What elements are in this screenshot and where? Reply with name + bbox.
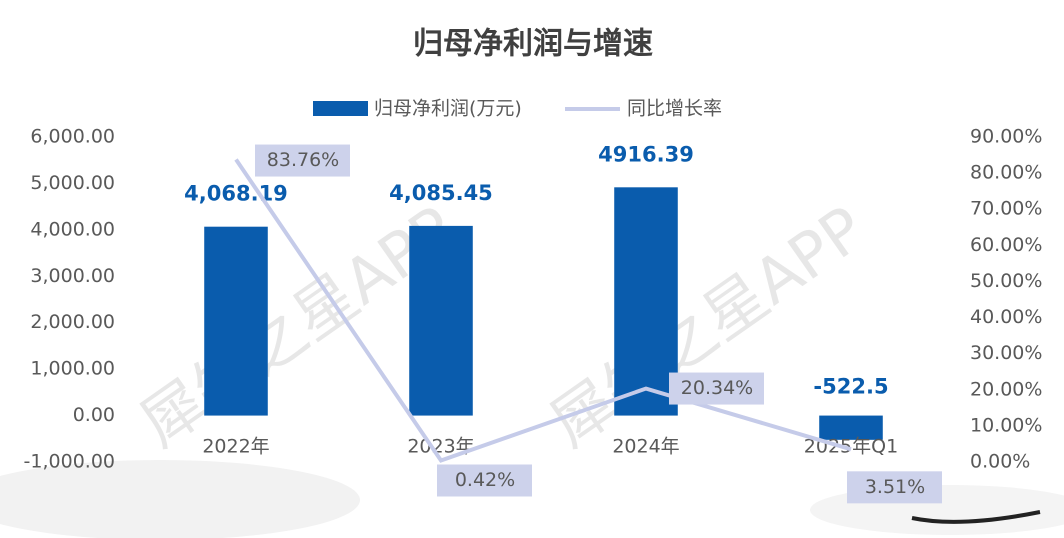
bar-value-label: 4,085.45: [389, 181, 493, 205]
x-tick-label: 2024年: [612, 436, 679, 458]
y-tick-label: 1,000.00: [30, 358, 115, 380]
y2-tick-label: 90.00%: [970, 126, 1042, 148]
bar: [204, 226, 268, 416]
y-tick-label: 5,000.00: [30, 172, 115, 194]
y-tick-label: 3,000.00: [30, 265, 115, 287]
y2-tick-label: 50.00%: [970, 270, 1042, 292]
y2-tick-label: 0.00%: [970, 451, 1030, 473]
y2-tick-label: 20.00%: [970, 378, 1042, 400]
bar-value-label: 4916.39: [598, 142, 694, 166]
y-tick-label: 0.00: [73, 404, 115, 426]
y2-tick-label: 80.00%: [970, 162, 1042, 184]
x-tick-label: 2022年: [202, 436, 269, 458]
line-value-label: 83.76%: [267, 149, 339, 171]
y2-tick-label: 70.00%: [970, 198, 1042, 220]
decor-boat: [911, 510, 1041, 524]
y-tick-label: -1,000.00: [24, 451, 115, 473]
y-tick-label: 4,000.00: [30, 218, 115, 240]
line-value-label: 20.34%: [681, 377, 753, 399]
y-tick-label: 6,000.00: [30, 126, 115, 148]
y2-tick-label: 60.00%: [970, 234, 1042, 256]
legend-label: 归母净利润(万元): [374, 98, 522, 120]
x-tick-label: 2023年: [407, 436, 474, 458]
line-label-box: [437, 464, 532, 497]
y2-tick-label: 40.00%: [970, 306, 1042, 328]
decor-cloud: [0, 460, 360, 538]
line-label-box: [847, 471, 942, 504]
bar-value-label: -522.5: [813, 375, 888, 399]
y2-tick-label: 10.00%: [970, 414, 1042, 436]
bar-value-label: 4,068.19: [184, 182, 288, 206]
bar: [819, 415, 883, 440]
y-tick-label: 2,000.00: [30, 311, 115, 333]
line-value-label: 0.42%: [455, 469, 515, 491]
legend-swatch: [313, 101, 368, 116]
chart-title: 归母净利润与增速: [413, 27, 653, 62]
bar: [409, 225, 473, 416]
line-label-box: [669, 372, 764, 405]
line-value-label: 3.51%: [865, 476, 925, 498]
line-label-box: [255, 144, 350, 177]
legend-label: 同比增长率: [627, 98, 722, 120]
bar: [614, 187, 678, 416]
line: [234, 158, 852, 463]
y2-tick-label: 30.00%: [970, 342, 1042, 364]
